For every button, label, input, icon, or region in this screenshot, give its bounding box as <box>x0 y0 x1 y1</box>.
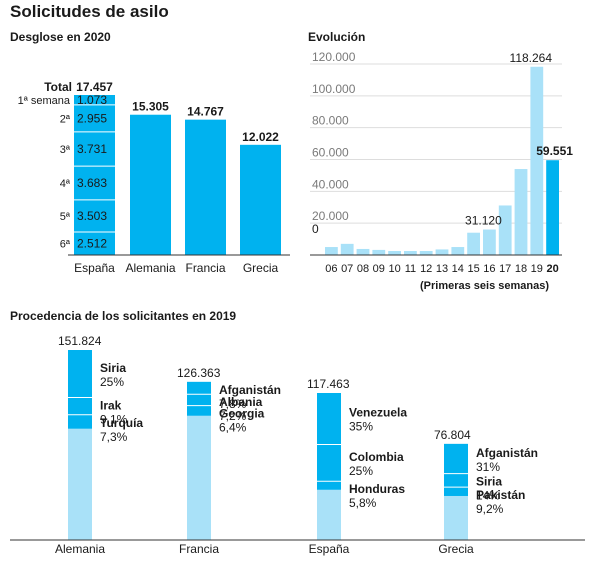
week-label: 4ª <box>60 178 71 190</box>
bar-francia <box>185 119 226 255</box>
evolucion-title: Evolución <box>308 30 366 44</box>
bar-value-label: 12.022 <box>242 130 279 144</box>
segment-value-label: 2.512 <box>77 236 107 250</box>
x-tick-label: Grecia <box>243 261 279 275</box>
total-label: Total <box>44 80 72 94</box>
bar-españa <box>74 95 115 255</box>
week-label: 6ª <box>60 238 71 250</box>
week-label: 3ª <box>60 144 71 156</box>
segment-value-label: 3.731 <box>77 142 107 156</box>
x-tick-label: España <box>74 261 115 275</box>
segment-value-label: 3.503 <box>77 209 107 223</box>
page-title: Solicitudes de asilo <box>10 2 169 21</box>
segment-value-label: 1.073 <box>77 93 107 107</box>
bar-value-label: 17.457 <box>76 80 113 94</box>
bar-grecia <box>240 144 281 255</box>
bar-value-label: 15.305 <box>132 100 169 114</box>
segment-value-label: 2.955 <box>77 111 107 125</box>
desglose-title: Desglose en 2020 <box>10 30 111 44</box>
x-tick-label: Alemania <box>125 261 175 275</box>
segment-value-label: 3.683 <box>77 176 107 190</box>
bar-value-label: 14.767 <box>187 105 224 119</box>
week-label: 5ª <box>60 211 71 223</box>
x-tick-label: Francia <box>185 261 225 275</box>
procedencia-title: Procedencia de los solicitantes en 2019 <box>10 309 237 323</box>
week-label: 2ª <box>60 113 71 125</box>
week-label: 1ª semana <box>18 95 71 107</box>
bar-alemania <box>130 114 171 255</box>
